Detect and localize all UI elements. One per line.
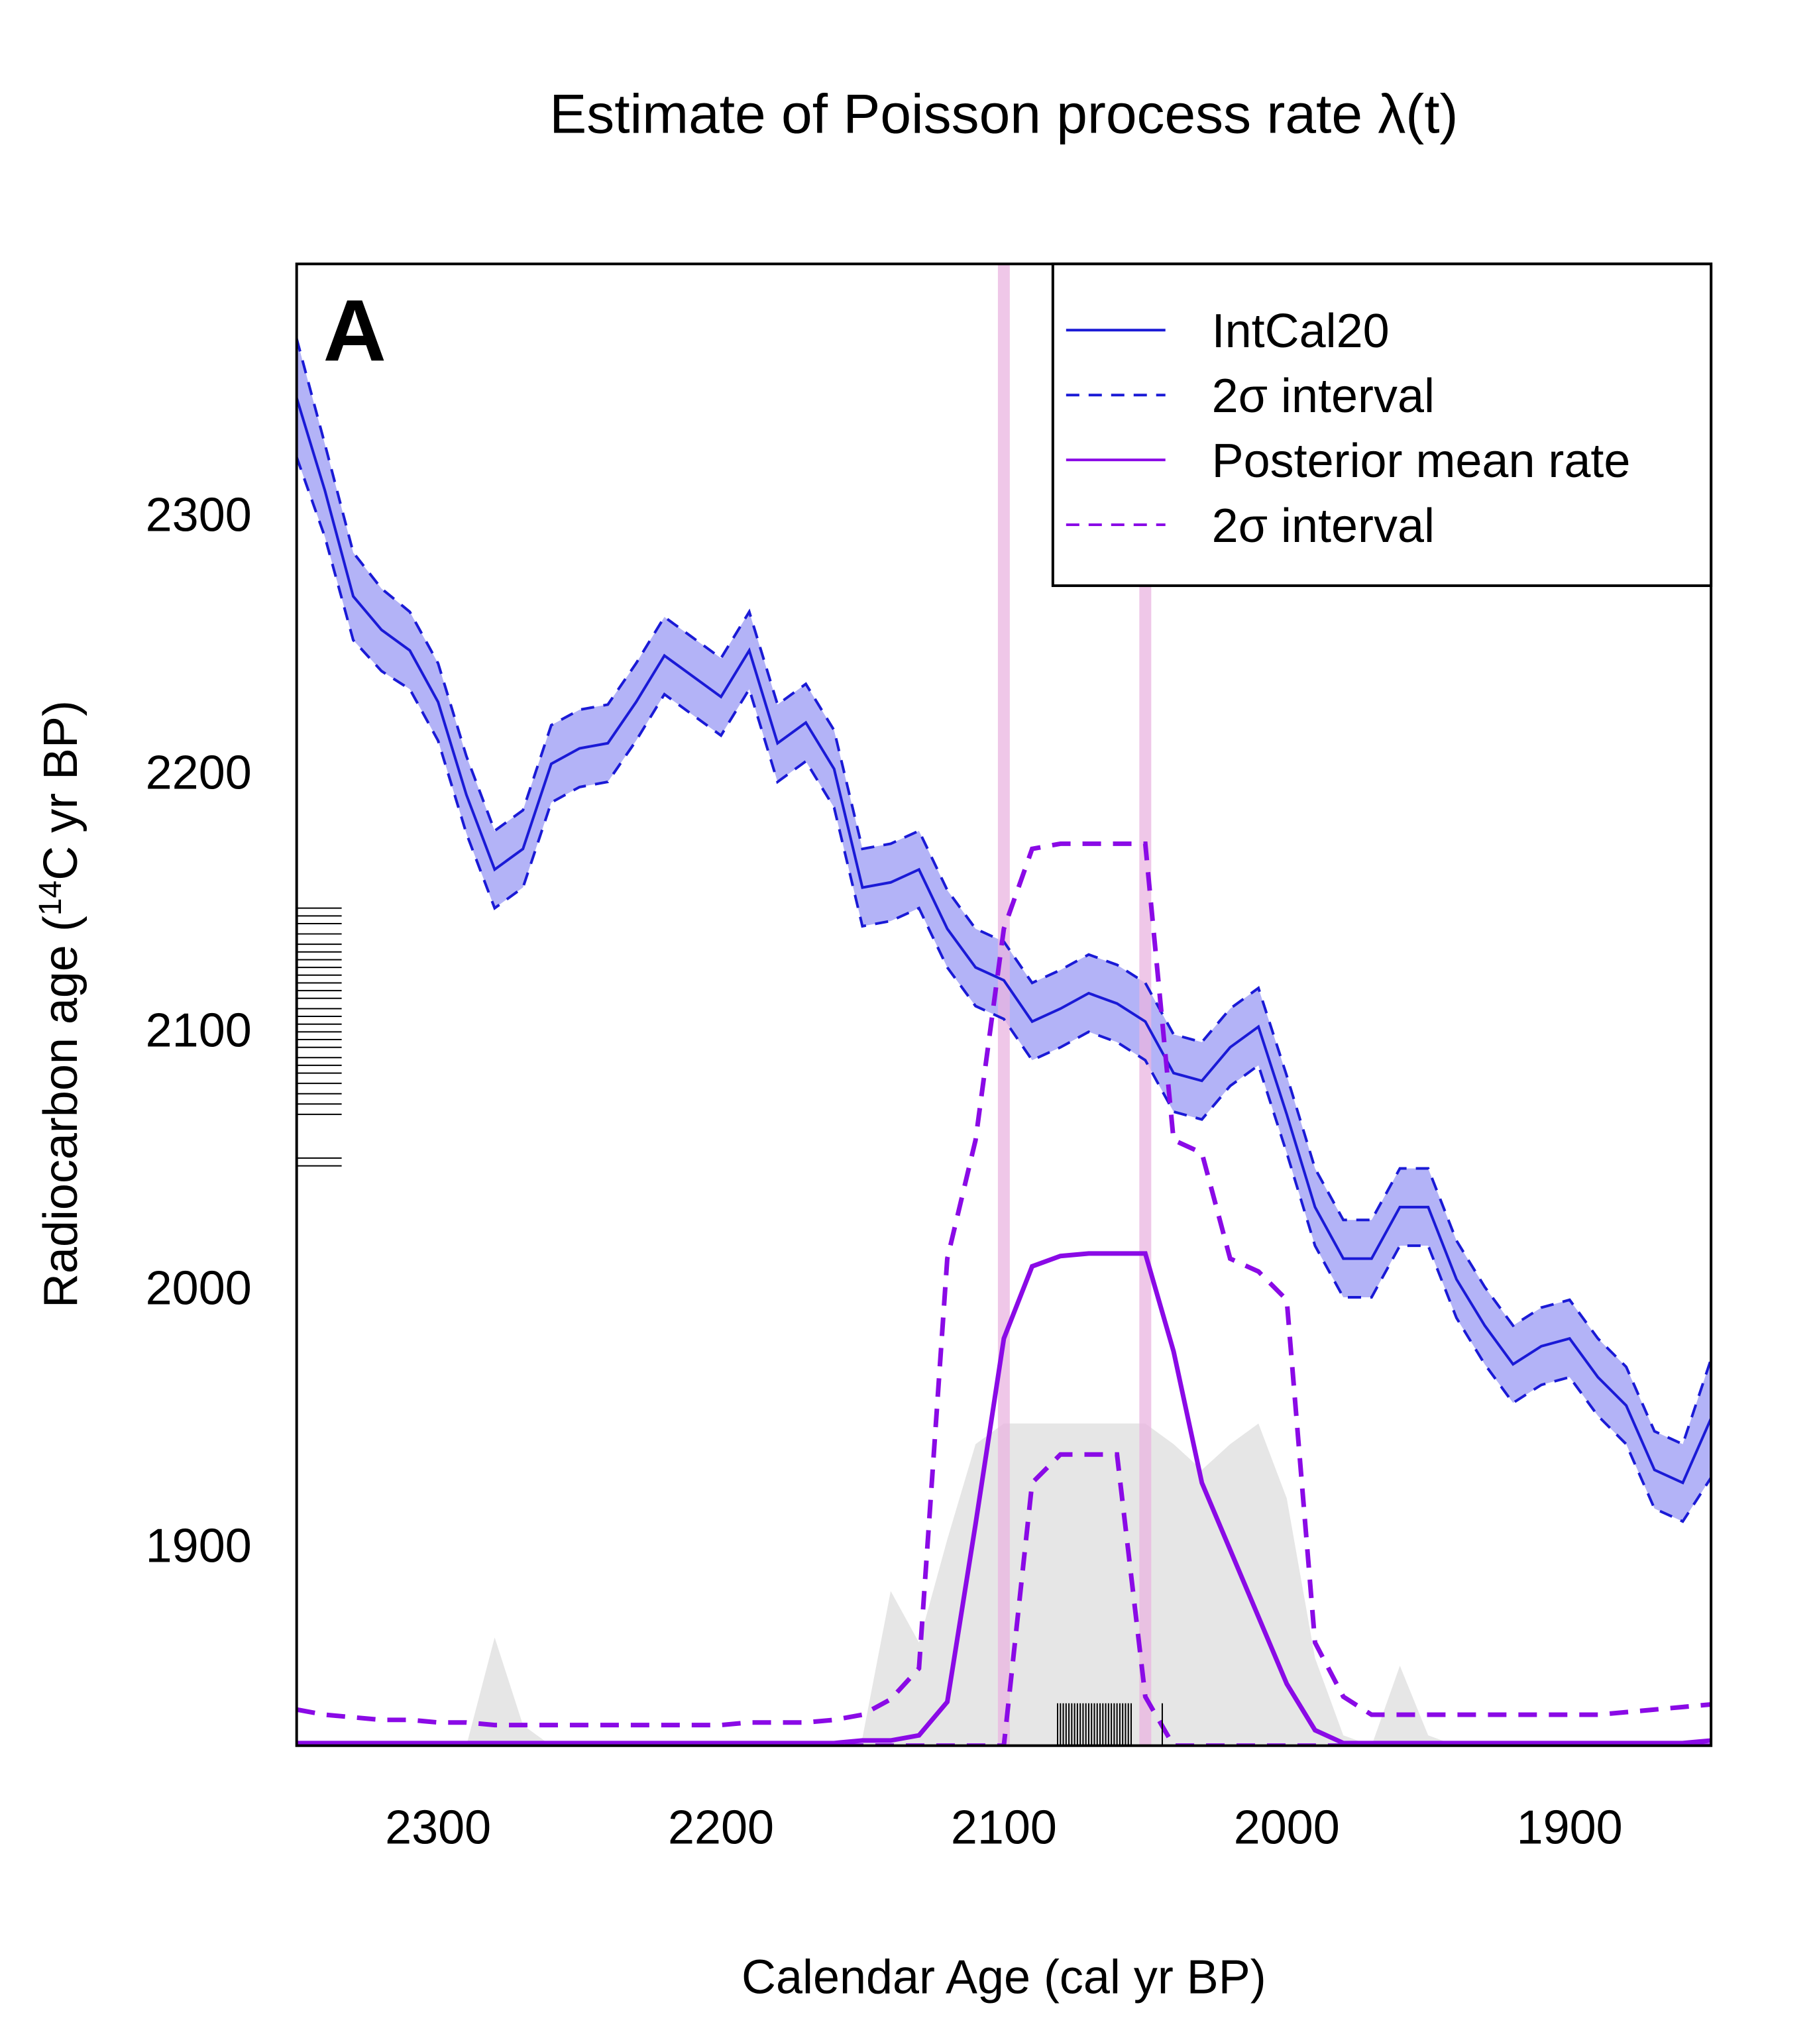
series-line [296,397,1712,1485]
series-line [296,1251,1712,1746]
legend-label: 2σ interval [1212,370,1435,423]
y-label-text: Radiocarbon age ( [34,916,87,1308]
y-label-text: C yr BP) [34,700,87,881]
chart-title: Estimate of Poisson process rate λ(t) [549,82,1458,144]
plot-area [296,264,1712,1746]
legend-box [1051,262,1713,587]
interval-line [296,457,1712,1523]
panel-label: A [323,282,386,379]
legend-label: Posterior mean rate [1212,435,1631,488]
y-tick-label: 1900 [146,1519,252,1572]
x-axis-label: Calendar Age (cal yr BP) [742,1951,1266,2004]
x-tick-label: 2100 [951,1802,1057,1855]
plot-frame [295,262,1713,1747]
y-axis-label: Radiocarbon age (14C yr BP) [33,700,87,1308]
interval-band [296,339,1712,1522]
y-tick-label: 2200 [146,747,252,800]
x-tick-label: 2200 [668,1802,774,1855]
x-tick-label: 2000 [1234,1802,1340,1855]
legend-label: IntCal20 [1212,305,1390,358]
x-tick-label: 1900 [1517,1802,1623,1855]
overlay: 2300 2200 2100 2000 1900 1900 2000 2100 2200 2300… [146,262,1713,1855]
y-label-sup: 14 [33,881,68,916]
y-tick-label: 2000 [146,1262,252,1315]
interval-line [296,841,1712,1728]
x-tick-label: 2300 [385,1802,491,1855]
y-tick-label: 2300 [146,489,252,542]
legend-label: 2σ interval [1212,500,1435,553]
y-tick-label: 2100 [146,1004,252,1057]
